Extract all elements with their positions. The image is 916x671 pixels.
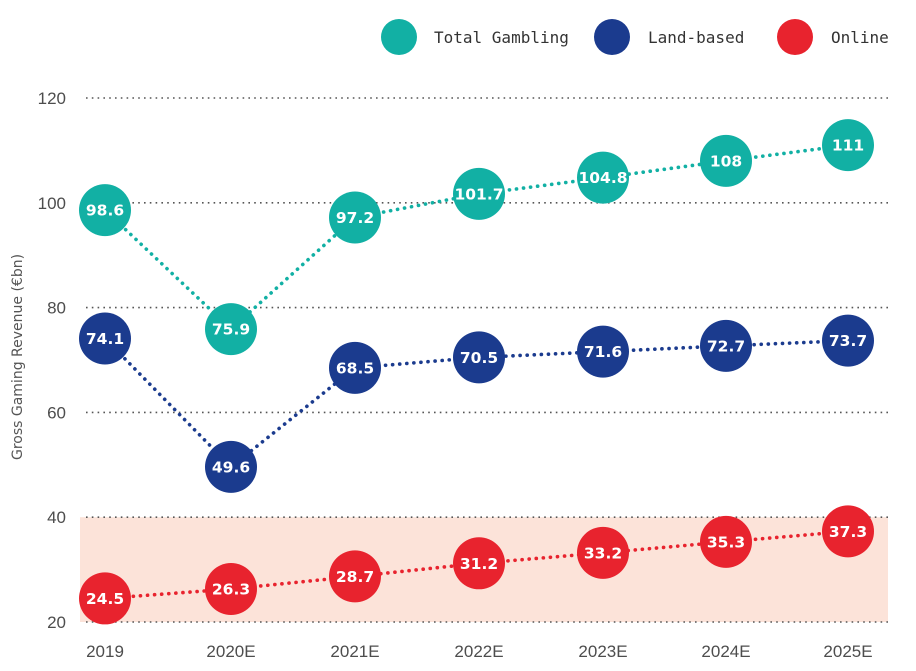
y-tick-label: 120 <box>38 89 66 108</box>
y-axis-label: Gross Gaming Revenue (€bn) <box>10 254 26 460</box>
data-point <box>329 550 381 603</box>
data-label: 28.7 <box>336 568 374 586</box>
legend: Total Gambling Land-based Online <box>381 19 889 55</box>
series-total-gambling: 98.6 75.9 97.2 101.7 104.8 108 111 <box>79 119 874 356</box>
data-label: 70.5 <box>460 349 498 367</box>
y-axis-ticks: 20 40 60 80 100 120 <box>38 89 66 632</box>
data-label: 37.3 <box>829 523 867 541</box>
data-point <box>577 526 629 579</box>
data-label: 33.2 <box>584 544 622 562</box>
legend-marker <box>777 19 813 55</box>
data-point <box>205 562 257 615</box>
legend-label: Online <box>831 28 889 47</box>
data-point <box>453 167 505 220</box>
x-tick-label: 2019 <box>86 642 124 661</box>
data-label: 72.7 <box>707 337 745 355</box>
data-point <box>79 312 131 365</box>
x-tick-label: 2022E <box>454 642 503 661</box>
data-point <box>329 341 381 394</box>
data-label: 35.3 <box>707 533 745 551</box>
series-online: 24.5 26.3 28.7 31.2 33.2 35.3 37.3 <box>79 505 874 625</box>
y-tick-label: 40 <box>47 508 66 527</box>
data-label: 104.8 <box>578 169 627 187</box>
y-tick-label: 80 <box>47 299 66 318</box>
data-point <box>700 515 752 568</box>
data-label: 101.7 <box>454 185 503 203</box>
data-label: 97.2 <box>336 209 374 227</box>
data-point <box>453 331 505 384</box>
data-point <box>79 572 131 625</box>
x-axis-ticks: 2019 2020E 2021E 2022E 2023E 2024E 2025E <box>86 642 873 661</box>
y-tick-label: 20 <box>47 613 66 632</box>
legend-marker <box>381 19 417 55</box>
data-label: 75.9 <box>212 321 250 339</box>
data-label: 74.1 <box>86 330 124 348</box>
legend-label: Land-based <box>648 28 744 47</box>
data-point <box>822 119 874 172</box>
data-label: 26.3 <box>212 580 250 598</box>
data-label: 49.6 <box>212 458 250 476</box>
data-point <box>700 319 752 372</box>
data-point <box>822 314 874 367</box>
data-label: 24.5 <box>86 590 124 608</box>
data-point <box>329 191 381 244</box>
data-label: 98.6 <box>86 202 124 220</box>
data-point <box>577 325 629 378</box>
x-tick-label: 2020E <box>206 642 255 661</box>
y-tick-label: 60 <box>47 403 66 422</box>
x-tick-label: 2024E <box>701 642 750 661</box>
data-label: 68.5 <box>336 359 374 377</box>
x-tick-label: 2025E <box>823 642 872 661</box>
series-group: 98.6 75.9 97.2 101.7 104.8 108 111 74.1 49.6 68.5… <box>79 119 874 625</box>
x-tick-label: 2023E <box>578 642 627 661</box>
legend-marker <box>594 19 630 55</box>
x-tick-label: 2021E <box>330 642 379 661</box>
data-point <box>205 303 257 356</box>
data-label: 31.2 <box>460 555 498 573</box>
data-point <box>577 151 629 204</box>
data-point <box>205 440 257 493</box>
y-tick-label: 100 <box>38 194 66 213</box>
data-label: 73.7 <box>829 332 867 350</box>
data-label: 111 <box>832 137 864 155</box>
data-point <box>822 505 874 558</box>
data-point <box>700 134 752 187</box>
series-land-based: 74.1 49.6 68.5 70.5 71.6 72.7 73.7 <box>79 312 874 493</box>
data-point <box>79 184 131 237</box>
data-label: 108 <box>710 152 742 170</box>
data-point <box>453 537 505 590</box>
legend-label: Total Gambling <box>434 28 569 47</box>
data-label: 71.6 <box>584 343 622 361</box>
